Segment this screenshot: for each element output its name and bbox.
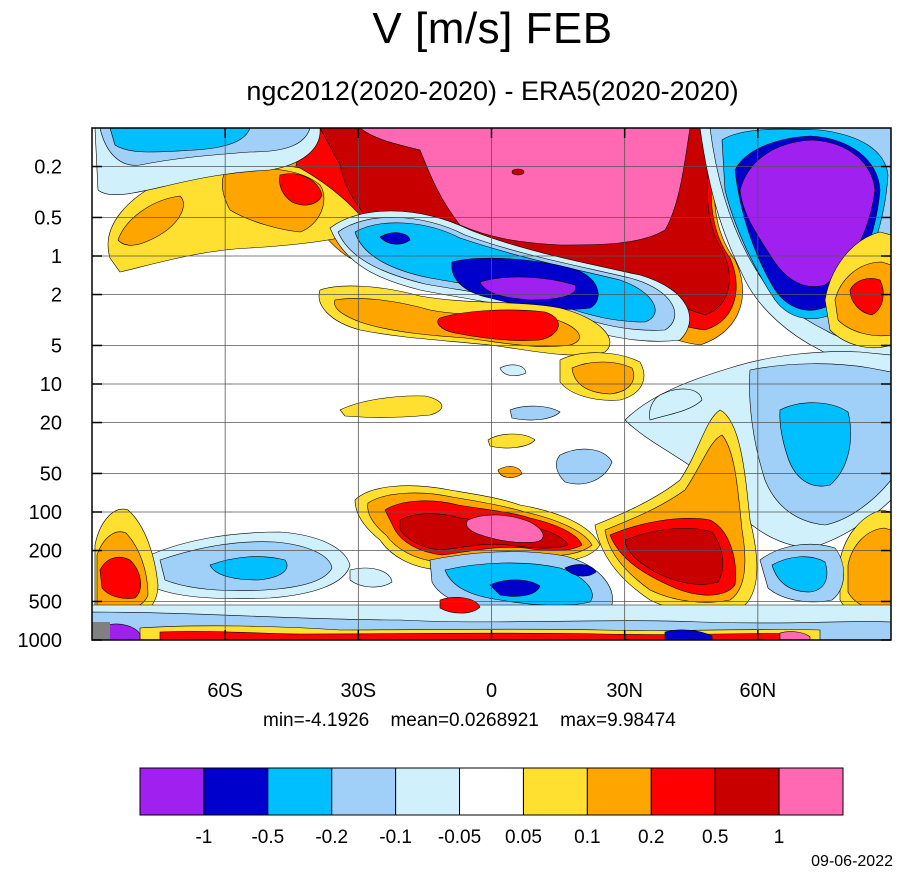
colorbar-swatch: [650, 767, 716, 816]
colorbar: -1 -0.5 -0.2 -0.1 -0.05 0.05 0.1 0.2 0.5 1: [139, 767, 844, 848]
region-mid-orange2: [571, 361, 634, 395]
contour-field: [92, 128, 891, 640]
y-tick-label: 2: [51, 285, 62, 307]
y-tick-label: 20: [40, 413, 62, 435]
x-tick-label: 0: [486, 680, 497, 702]
date-label: 09-06-2022: [811, 853, 893, 870]
region-scatter-5: [497, 466, 523, 478]
y-tick-label: 10: [40, 374, 62, 396]
region-blue-spot: [379, 232, 411, 245]
stat-min: min=-4.1926: [263, 710, 370, 731]
region-sh-polar-red: [99, 557, 141, 599]
stat-mean: mean=0.0268921: [390, 710, 539, 731]
y-tick-label: 100: [29, 502, 62, 524]
y-tick-label: 200: [29, 541, 62, 563]
colorbar-swatch: [459, 767, 524, 816]
region-eq-low-blue: [489, 579, 541, 597]
region-pink-core: [511, 168, 525, 176]
colorbar-label: -0.1: [379, 827, 412, 848]
region-sh-top-cyan: [109, 128, 251, 153]
colorbar-swatch: [139, 767, 205, 816]
colorbar-label: 1: [774, 827, 785, 848]
y-tick-label: 5: [51, 335, 62, 357]
region-scatter-2: [499, 364, 527, 377]
chart-subtitle: ngc2012(2020-2020) - ERA5(2020-2020): [246, 76, 739, 106]
region-sh-upper-orange: [117, 195, 184, 246]
region-upper-positive-pink: [359, 128, 691, 246]
region-nh-right-red: [849, 278, 884, 316]
x-tick-label: 60N: [739, 680, 776, 702]
colorbar-swatch: [778, 767, 844, 816]
topography-mask: [92, 622, 110, 640]
colorbar-swatch: [395, 767, 461, 816]
colorbar-label: 0.05: [505, 827, 542, 848]
region-nh-low-right-orange: [847, 527, 891, 611]
chart-title: V [m/s] FEB: [372, 4, 613, 53]
region-sfc-red: [159, 631, 801, 640]
y-tick-label: 50: [40, 463, 62, 485]
region-eq-low-blue2: [564, 564, 597, 577]
region-nh-purple: [739, 139, 876, 287]
colorbar-swatch: [714, 767, 780, 816]
y-tick-label: 500: [29, 591, 62, 613]
stat-max: max=9.98474: [560, 710, 676, 731]
y-axis: 0.2 0.5 1 2 5 10 20 50 100 200 500 1000: [18, 157, 891, 652]
y-tick-label: 1: [51, 246, 62, 268]
colorbar-label: -0.2: [315, 827, 348, 848]
y-tick-label: 0.5: [34, 207, 62, 229]
colorbar-label: 0.1: [574, 827, 600, 848]
colorbar-label: -0.5: [251, 827, 284, 848]
region-mid-red: [437, 309, 559, 341]
region-mid-yellow4: [487, 433, 536, 449]
region-scatter-1: [349, 567, 393, 588]
region-nh-mid-cyan: [779, 402, 851, 487]
colorbar-swatch: [586, 767, 652, 816]
region-sh-low-cyan: [209, 556, 288, 581]
colorbar-swatch: [331, 767, 397, 816]
region-nh-jet-darkred: [624, 528, 724, 585]
region-mid-yellow3: [339, 395, 443, 418]
colorbar-label: 0.5: [702, 827, 728, 848]
x-tick-label: 60S: [207, 680, 243, 702]
colorbar-swatch: [203, 767, 269, 816]
region-eq-pink: [466, 514, 544, 543]
colorbar-swatch: [522, 767, 588, 816]
x-axis: 60S 30S 0 30N 60N: [207, 128, 776, 702]
region-mid-lightblue: [509, 405, 561, 421]
region-scatter-4: [556, 448, 613, 485]
grid: [92, 128, 891, 640]
colorbar-label: -0.05: [438, 827, 481, 848]
region-nh-low-cyan: [771, 556, 828, 593]
y-tick-label: 1000: [18, 630, 63, 652]
colorbar-label: 0.2: [638, 827, 664, 848]
x-tick-label: 30N: [606, 680, 643, 702]
colorbar-label: -1: [195, 827, 212, 848]
stats-line: min=-4.1926 mean=0.0268921 max=9.98474: [263, 710, 692, 732]
x-tick-label: 30S: [341, 680, 377, 702]
region-sfc-purple: [107, 623, 141, 640]
colorbar-swatch: [267, 767, 333, 816]
y-tick-label: 0.2: [34, 157, 62, 179]
region-scatter-3: [649, 388, 703, 421]
region-sh-upper-red: [279, 173, 323, 206]
